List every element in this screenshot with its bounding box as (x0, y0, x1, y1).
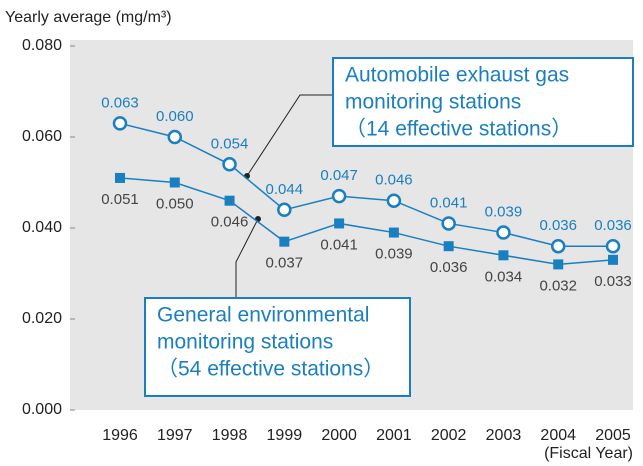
x-tick-label: 1997 (157, 427, 193, 444)
point (115, 172, 125, 183)
point (553, 259, 564, 270)
point (279, 236, 290, 247)
value-label: 0.044 (266, 181, 304, 198)
y-tick-label: 0.060 (22, 128, 62, 145)
value-label: 0.037 (266, 255, 304, 272)
x-tick-label: 2005 (595, 427, 631, 444)
legend-label: （54 effective stations） (157, 358, 384, 381)
value-label: 0.034 (485, 268, 523, 285)
value-label: 0.063 (101, 94, 139, 111)
point (277, 202, 292, 218)
legend-label: Automobile exhaust gas (345, 64, 569, 87)
value-label: 0.041 (320, 236, 358, 253)
x-tick-label: 2003 (486, 427, 522, 444)
value-label: 0.041 (430, 194, 468, 211)
x-tick-label: 1998 (212, 427, 248, 444)
y-axis-label: Yearly average (mg/m³) (5, 9, 172, 26)
value-label: 0.039 (375, 246, 413, 263)
legend-box (332, 57, 634, 147)
y-tick-label: 0.080 (22, 37, 62, 54)
x-tick-label: 2004 (540, 427, 576, 444)
point (441, 216, 456, 231)
legend-label: General environmental (157, 304, 369, 327)
value-label: 0.032 (539, 277, 577, 294)
value-label: 0.060 (156, 108, 194, 125)
legend-label: （14 effective stations） (345, 118, 572, 141)
point (550, 238, 566, 254)
y-tick-label: 0.040 (22, 219, 62, 236)
legend-box (144, 297, 411, 397)
x-tick-label: 2002 (431, 427, 467, 444)
point (386, 193, 402, 208)
point (498, 250, 509, 261)
point (608, 254, 618, 265)
y-tick-label: 0.020 (22, 310, 62, 327)
point (605, 238, 621, 254)
point (224, 195, 235, 206)
value-label: 0.051 (101, 191, 139, 208)
value-label: 0.050 (156, 195, 194, 212)
leader-line (235, 218, 259, 298)
value-label: 0.039 (485, 204, 523, 221)
point (222, 157, 237, 172)
point (169, 177, 180, 188)
y-tick-label: 0.000 (22, 401, 62, 418)
callouts (235, 94, 333, 298)
x-tick-label: 2001 (376, 427, 412, 444)
value-label: 0.036 (430, 259, 468, 276)
legend-label: monitoring stations (157, 331, 333, 354)
value-label: 0.036 (594, 217, 632, 234)
point (331, 188, 347, 204)
value-label: 0.036 (539, 217, 577, 234)
point (496, 225, 511, 240)
point (334, 218, 345, 229)
x-tick-label: 2000 (321, 427, 357, 444)
value-label: 0.047 (320, 167, 358, 184)
x-tick-label: 1996 (102, 427, 138, 444)
x-axis-label: (Fiscal Year) (544, 445, 633, 462)
value-label: 0.054 (211, 135, 249, 152)
point (443, 241, 454, 252)
leader-line (246, 94, 333, 177)
legend-label: monitoring stations (345, 91, 521, 114)
series-line (119, 177, 614, 266)
point (388, 227, 399, 238)
value-label: 0.033 (594, 273, 632, 290)
series-line (119, 122, 613, 247)
point (112, 116, 128, 131)
value-label: 0.046 (375, 172, 413, 189)
value-label: 0.046 (211, 214, 249, 231)
x-tick-label: 1999 (267, 427, 303, 444)
point (167, 129, 183, 145)
